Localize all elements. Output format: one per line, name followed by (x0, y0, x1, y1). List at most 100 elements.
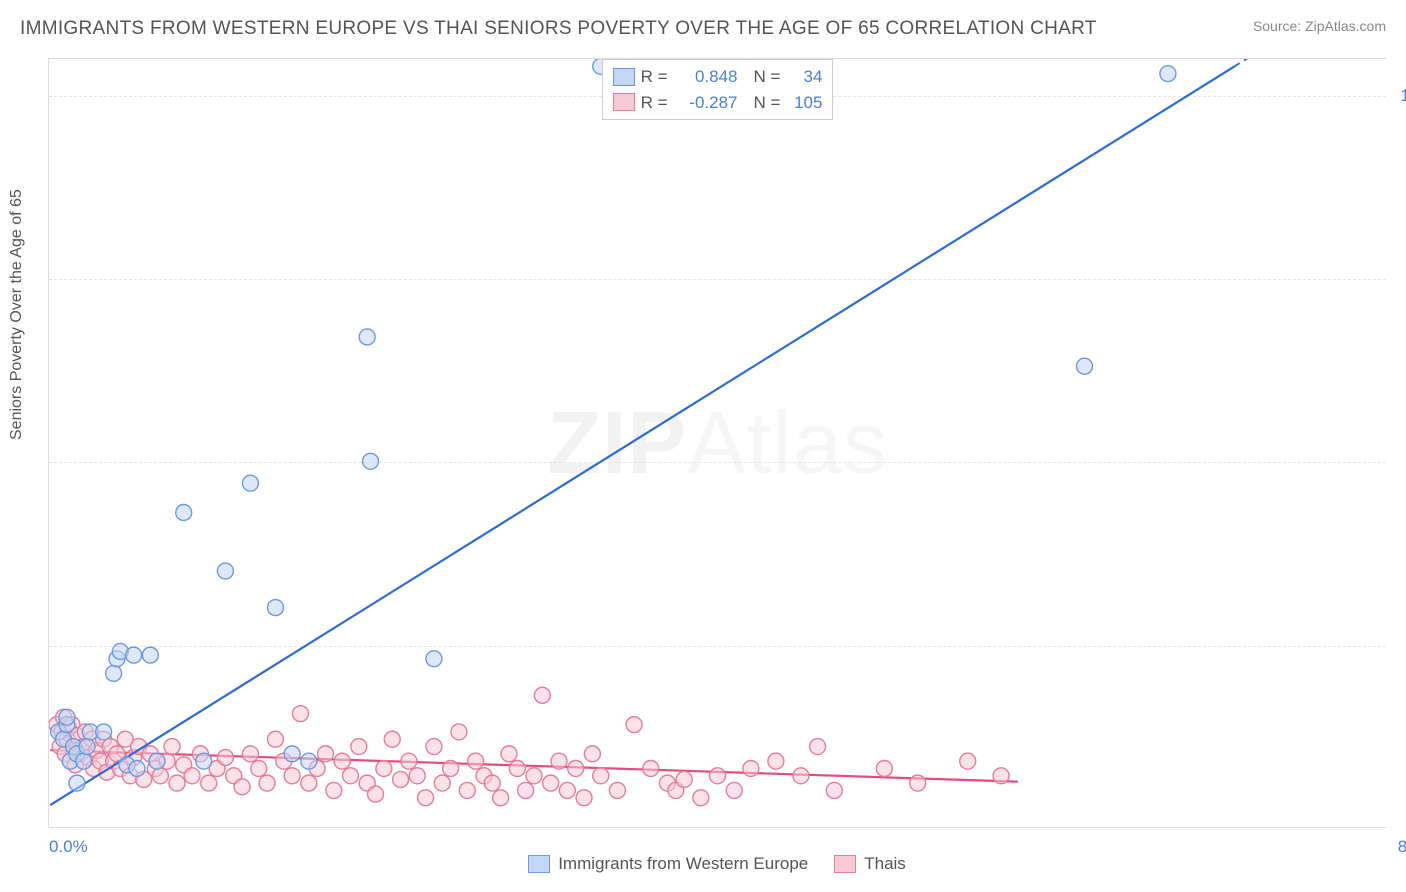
corr-swatch-1 (613, 93, 635, 111)
data-point (259, 775, 275, 791)
data-point (384, 731, 400, 747)
data-point (876, 761, 892, 777)
r-label: R = (641, 64, 668, 90)
y-tick-label: 75.0% (1394, 269, 1406, 289)
data-point (292, 706, 308, 722)
data-point (810, 739, 826, 755)
data-point (593, 768, 609, 784)
data-point (443, 761, 459, 777)
data-point (106, 665, 122, 681)
data-point (164, 739, 180, 755)
data-point (401, 753, 417, 769)
data-point (726, 782, 742, 798)
scatter-plot-svg (49, 59, 1386, 827)
data-point (451, 724, 467, 740)
data-point (993, 768, 1009, 784)
data-point (743, 761, 759, 777)
data-point (501, 746, 517, 762)
data-point (359, 329, 375, 345)
data-point (242, 475, 258, 491)
data-point (343, 768, 359, 784)
legend-label-1: Thais (864, 854, 906, 874)
data-point (284, 768, 300, 784)
data-point (418, 790, 434, 806)
correlation-stats-box: R = 0.848 N = 34 R = -0.287 N = 105 (602, 59, 834, 120)
data-point (318, 746, 334, 762)
data-point (301, 775, 317, 791)
n-value-1: 105 (786, 90, 822, 116)
corr-swatch-0 (613, 68, 635, 86)
data-point (426, 651, 442, 667)
data-point (676, 771, 692, 787)
data-point (96, 724, 112, 740)
data-point (129, 761, 145, 777)
data-point (184, 768, 200, 784)
regression-line-extrapolated (1235, 59, 1385, 66)
data-point (609, 782, 625, 798)
data-point (301, 753, 317, 769)
data-point (169, 775, 185, 791)
data-point (493, 790, 509, 806)
r-label: R = (641, 90, 668, 116)
data-point (826, 782, 842, 798)
legend-item-0: Immigrants from Western Europe (528, 854, 808, 874)
data-point (910, 775, 926, 791)
data-point (710, 768, 726, 784)
data-point (459, 782, 475, 798)
data-point (284, 746, 300, 762)
data-point (149, 753, 165, 769)
data-point (69, 775, 85, 791)
y-tick-label: 25.0% (1394, 636, 1406, 656)
chart-title: IMMIGRANTS FROM WESTERN EUROPE VS THAI S… (20, 18, 1097, 40)
data-point (526, 768, 542, 784)
data-point (251, 761, 267, 777)
legend-label-0: Immigrants from Western Europe (558, 854, 808, 874)
data-point (142, 647, 158, 663)
n-label: N = (754, 64, 781, 90)
data-point (393, 771, 409, 787)
data-point (568, 761, 584, 777)
data-point (334, 753, 350, 769)
data-point (626, 717, 642, 733)
data-point (217, 750, 233, 766)
data-point (196, 753, 212, 769)
data-point (326, 782, 342, 798)
legend-swatch-1 (834, 855, 856, 873)
data-point (534, 687, 550, 703)
data-point (484, 775, 500, 791)
data-point (242, 746, 258, 762)
data-point (643, 761, 659, 777)
data-point (234, 779, 250, 795)
data-point (518, 782, 534, 798)
data-point (201, 775, 217, 791)
data-point (551, 753, 567, 769)
data-point (693, 790, 709, 806)
source-attribution: Source: ZipAtlas.com (1253, 18, 1386, 34)
data-point (176, 505, 192, 521)
data-point (126, 647, 142, 663)
data-point (468, 753, 484, 769)
n-label: N = (754, 90, 781, 116)
data-point (426, 739, 442, 755)
data-point (793, 768, 809, 784)
data-point (559, 782, 575, 798)
data-point (434, 775, 450, 791)
n-value-0: 34 (786, 64, 822, 90)
y-tick-label: 50.0% (1394, 452, 1406, 472)
corr-row-series-0: R = 0.848 N = 34 (613, 64, 823, 90)
data-point (79, 739, 95, 755)
legend-swatch-0 (528, 855, 550, 873)
data-point (217, 563, 233, 579)
chart-legend: Immigrants from Western Europe Thais (48, 854, 1386, 874)
regression-line (50, 66, 1234, 805)
data-point (584, 746, 600, 762)
y-tick-label: 100.0% (1394, 86, 1406, 106)
data-point (576, 790, 592, 806)
r-value-0: 0.848 (674, 64, 738, 90)
data-point (1077, 358, 1093, 374)
legend-item-1: Thais (834, 854, 906, 874)
y-axis-label: Seniors Poverty Over the Age of 65 (8, 189, 26, 440)
data-point (543, 775, 559, 791)
r-value-1: -0.287 (674, 90, 738, 116)
chart-plot-area: ZIPAtlas 25.0%50.0%75.0%100.0% 0.0% 80.0… (48, 58, 1386, 828)
